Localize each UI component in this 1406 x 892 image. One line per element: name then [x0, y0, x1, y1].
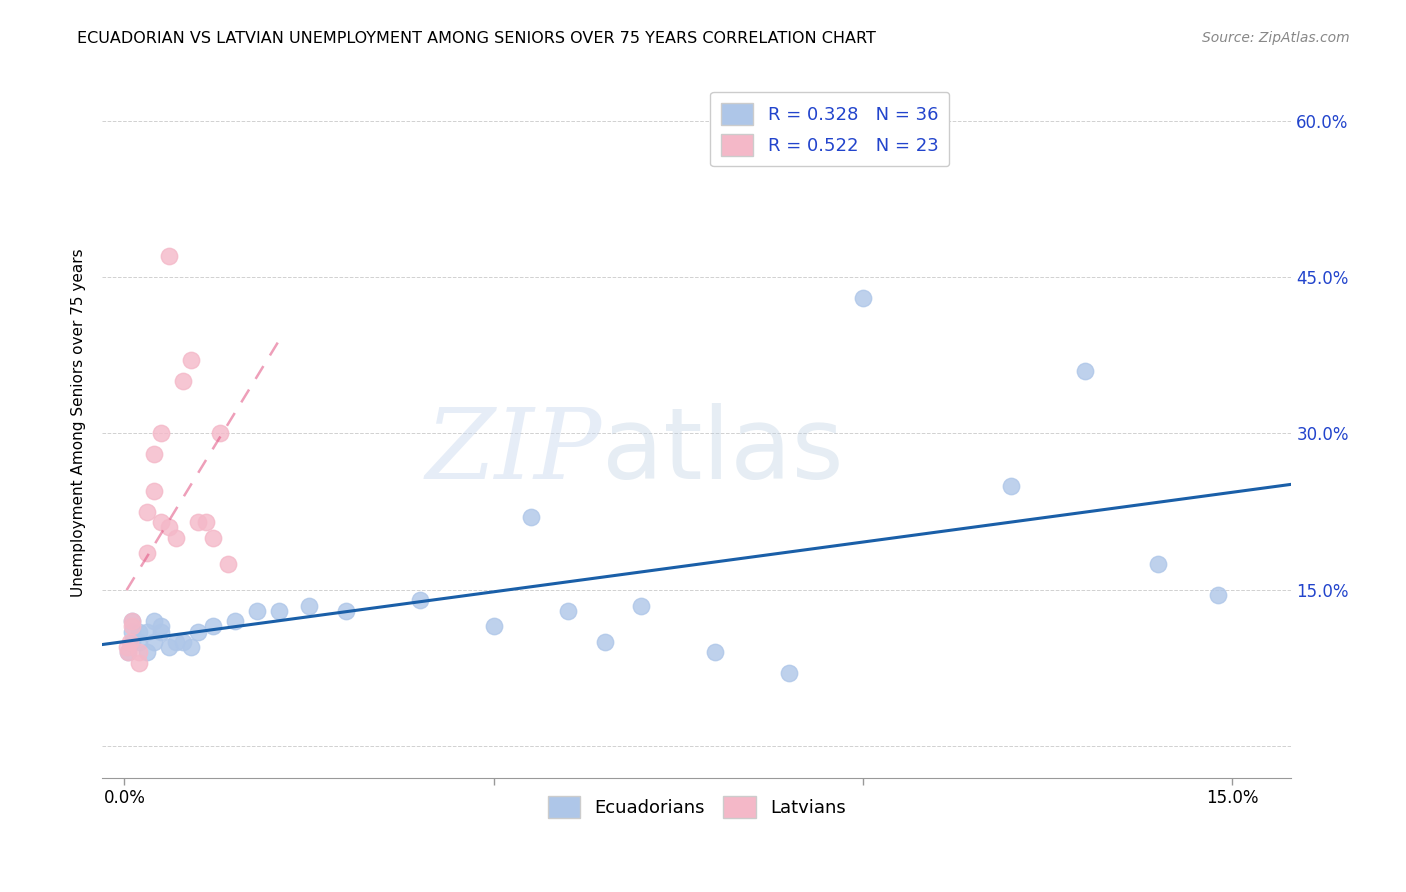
- Point: [115, 640, 138, 655]
- Point: [150, 426, 173, 441]
- Point: [1000, 478, 1022, 492]
- Point: [157, 520, 180, 534]
- Point: [128, 635, 150, 649]
- Point: [142, 614, 165, 628]
- Point: [704, 645, 727, 659]
- Point: [150, 515, 173, 529]
- Point: [128, 645, 150, 659]
- Point: [135, 624, 157, 639]
- Point: [121, 635, 143, 649]
- Point: [246, 604, 269, 618]
- Point: [1073, 364, 1095, 378]
- Point: [187, 624, 209, 639]
- Point: [135, 645, 157, 659]
- Point: [180, 640, 202, 655]
- Point: [778, 666, 800, 681]
- Point: [482, 619, 505, 633]
- Y-axis label: Unemployment Among Seniors over 75 years: Unemployment Among Seniors over 75 years: [72, 249, 86, 598]
- Point: [209, 426, 232, 441]
- Point: [165, 531, 187, 545]
- Point: [117, 645, 139, 659]
- Point: [150, 619, 173, 633]
- Point: [121, 614, 143, 628]
- Text: ECUADORIAN VS LATVIAN UNEMPLOYMENT AMONG SENIORS OVER 75 YEARS CORRELATION CHART: ECUADORIAN VS LATVIAN UNEMPLOYMENT AMONG…: [77, 31, 876, 46]
- Point: [852, 291, 875, 305]
- Point: [172, 375, 194, 389]
- Point: [202, 531, 225, 545]
- Point: [217, 557, 239, 571]
- Point: [630, 599, 652, 613]
- Point: [202, 619, 225, 633]
- Point: [172, 635, 194, 649]
- Point: [187, 515, 209, 529]
- Point: [409, 593, 432, 607]
- Point: [142, 447, 165, 461]
- Point: [121, 614, 143, 628]
- Point: [135, 505, 157, 519]
- Point: [1206, 588, 1229, 602]
- Text: Source: ZipAtlas.com: Source: ZipAtlas.com: [1202, 31, 1350, 45]
- Point: [120, 635, 142, 649]
- Legend: Ecuadorians, Latvians: Ecuadorians, Latvians: [540, 789, 853, 825]
- Point: [142, 635, 165, 649]
- Point: [150, 624, 173, 639]
- Point: [557, 604, 579, 618]
- Point: [165, 635, 187, 649]
- Point: [180, 353, 202, 368]
- Point: [593, 635, 616, 649]
- Point: [519, 509, 541, 524]
- Point: [269, 604, 291, 618]
- Point: [335, 604, 357, 618]
- Point: [142, 483, 165, 498]
- Point: [117, 645, 139, 659]
- Text: atlas: atlas: [602, 403, 844, 500]
- Text: ZIP: ZIP: [426, 404, 602, 499]
- Point: [121, 624, 143, 639]
- Point: [224, 614, 246, 628]
- Point: [128, 656, 150, 670]
- Point: [194, 515, 217, 529]
- Point: [157, 640, 180, 655]
- Point: [1147, 557, 1170, 571]
- Point: [121, 619, 143, 633]
- Point: [298, 599, 321, 613]
- Point: [128, 624, 150, 639]
- Point: [157, 249, 180, 263]
- Point: [135, 546, 157, 560]
